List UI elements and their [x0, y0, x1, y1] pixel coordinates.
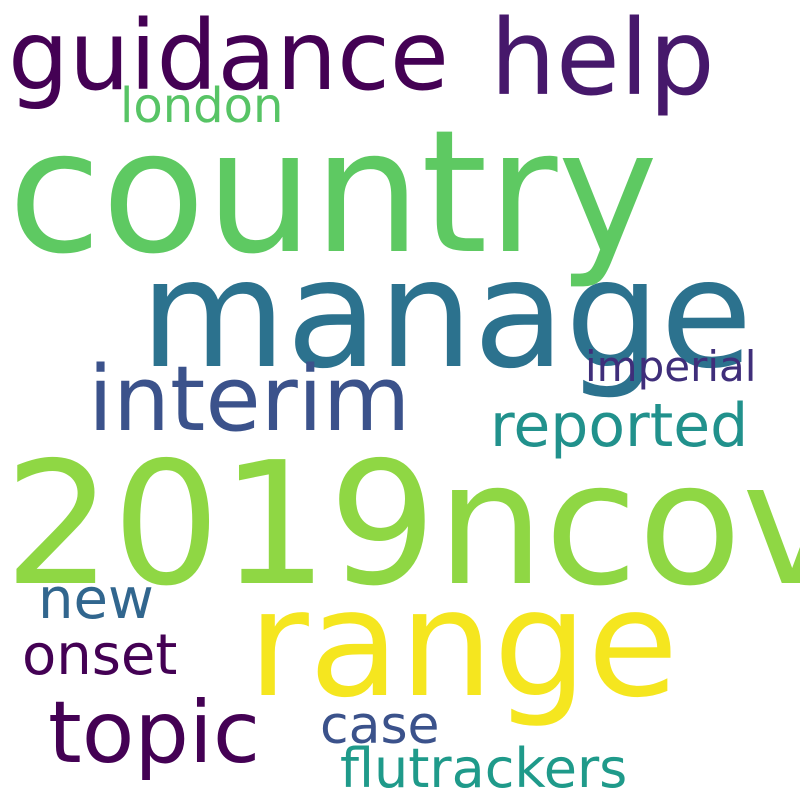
word-help: help: [490, 0, 715, 119]
word-country: country: [8, 94, 659, 292]
word-reported: reported: [490, 391, 749, 461]
word-interim: interim: [88, 347, 411, 452]
word-onset: onset: [22, 623, 178, 688]
word-new: new: [38, 567, 154, 632]
word-guidance: guidance: [8, 0, 449, 112]
word-topic: topic: [48, 683, 261, 783]
word-case: case: [320, 696, 440, 756]
word-flutrackers: flutrackers: [340, 737, 628, 800]
word-manage: manage: [140, 228, 753, 402]
word-range: range: [248, 558, 679, 730]
word-imperial: imperial: [585, 342, 757, 391]
word-2019ncov: 2019ncov: [4, 426, 800, 624]
word-london: london: [120, 78, 284, 134]
